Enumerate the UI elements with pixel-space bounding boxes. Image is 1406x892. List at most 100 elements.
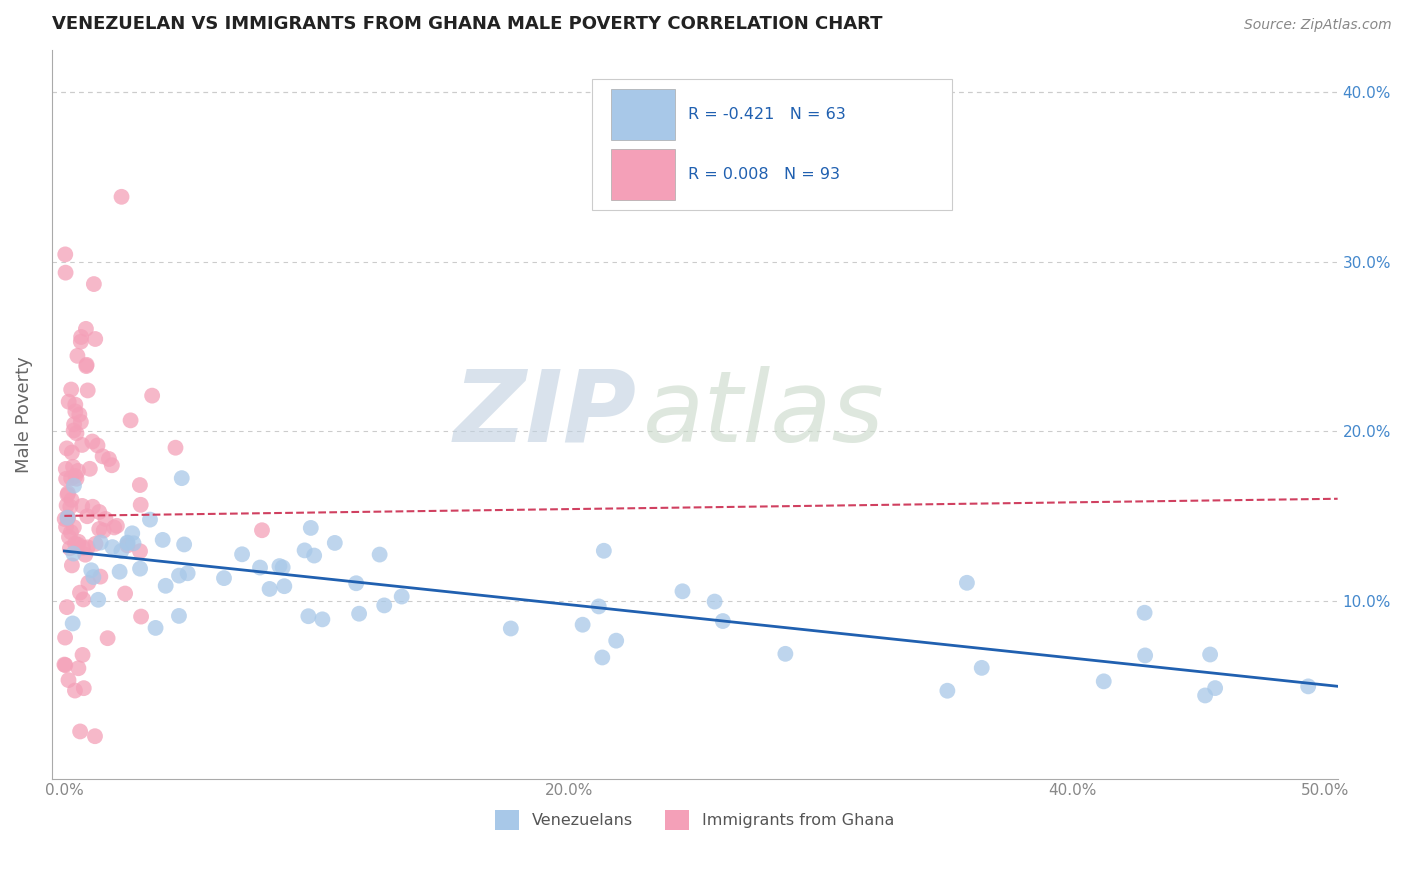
Point (67, 661, 90, 675)
Point (299, 521, 322, 535)
Point (368, 548, 391, 562)
Bar (612, 149, 675, 200)
Point (108, 565, 131, 579)
Point (128, 478, 150, 492)
Point (711, 614, 734, 628)
Point (60, 445, 83, 459)
Point (65, 404, 87, 418)
Point (936, 683, 959, 698)
Point (83, 277, 105, 291)
Point (114, 586, 136, 600)
Point (117, 536, 139, 550)
Point (91, 450, 114, 464)
Point (129, 562, 152, 576)
Point (69, 585, 91, 599)
Point (55, 266, 77, 280)
Point (59, 525, 82, 540)
Point (121, 526, 143, 541)
Text: R = 0.008   N = 93: R = 0.008 N = 93 (689, 167, 841, 182)
Point (250, 523, 273, 537)
Point (605, 633, 627, 648)
Point (373, 599, 395, 613)
Point (170, 471, 193, 485)
Point (65, 469, 87, 483)
Point (63, 478, 86, 492)
Point (70, 415, 93, 429)
Point (90, 535, 112, 549)
Point (65, 426, 87, 441)
Point (62, 616, 84, 631)
Point (75, 322, 97, 336)
Point (60, 471, 83, 485)
Point (62, 459, 84, 474)
Point (69, 724, 91, 739)
Point (145, 621, 167, 635)
Point (141, 389, 163, 403)
Point (499, 622, 522, 636)
Point (93, 524, 115, 538)
Point (82, 500, 104, 514)
Point (97, 452, 120, 467)
Point (103, 520, 125, 534)
Point (79, 462, 101, 476)
Point (588, 599, 610, 614)
Point (77, 575, 100, 590)
Point (58, 394, 80, 409)
Point (69, 334, 91, 349)
Point (592, 543, 614, 558)
Point (65, 398, 87, 412)
Point (167, 568, 190, 582)
Point (1204, 681, 1226, 695)
Point (129, 498, 152, 512)
Point (1133, 606, 1156, 620)
Point (703, 594, 725, 608)
Point (66, 349, 89, 363)
Point (56, 442, 79, 456)
Point (76, 358, 98, 372)
Point (63, 417, 86, 432)
Point (269, 559, 291, 574)
Point (231, 547, 253, 561)
Point (571, 617, 593, 632)
Point (591, 650, 613, 665)
Point (59, 541, 82, 556)
Point (155, 579, 177, 593)
Point (391, 590, 413, 604)
Point (56, 488, 79, 502)
Point (1133, 648, 1156, 663)
Point (63, 536, 86, 550)
Point (89, 522, 111, 536)
Point (323, 536, 346, 550)
Point (55, 499, 77, 513)
Bar (612, 89, 675, 140)
Point (970, 661, 993, 675)
Point (62, 424, 84, 438)
Point (72, 541, 94, 555)
Point (58, 673, 80, 687)
Point (53, 247, 76, 261)
Point (86, 438, 108, 452)
Point (347, 607, 370, 621)
Point (294, 543, 316, 558)
Point (53, 512, 76, 526)
Point (56, 600, 79, 615)
Point (76, 384, 98, 398)
Point (80, 563, 103, 577)
Point (62, 547, 84, 561)
Point (165, 441, 187, 455)
Point (65, 472, 87, 486)
Point (1199, 648, 1222, 662)
Point (212, 571, 235, 585)
Point (302, 549, 325, 563)
Point (297, 609, 319, 624)
Point (70, 499, 93, 513)
Point (671, 584, 693, 599)
Point (176, 566, 198, 581)
Point (53, 658, 76, 673)
Text: atlas: atlas (644, 366, 884, 463)
Point (249, 560, 271, 574)
Point (67, 538, 90, 552)
Point (273, 579, 295, 593)
Point (56, 511, 79, 525)
Point (75, 359, 97, 373)
